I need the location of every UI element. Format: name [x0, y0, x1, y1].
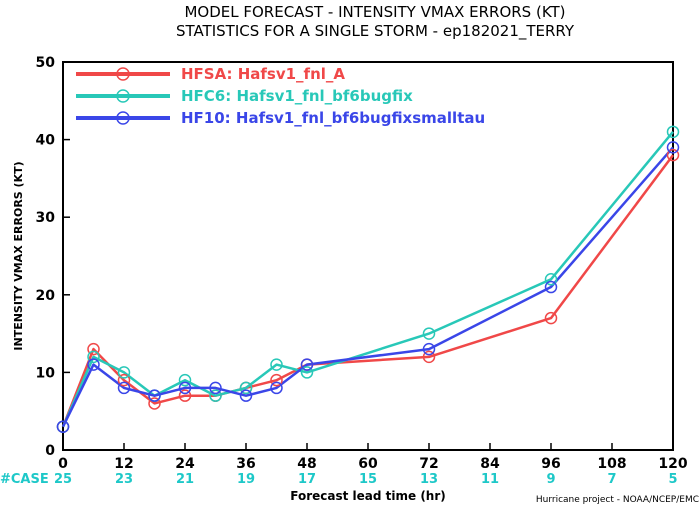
x-tick-label: 24: [175, 456, 195, 472]
x-tick-label: 84: [480, 456, 500, 472]
y-axis-ticks: 0 10 20 30 40 50: [36, 55, 70, 459]
series-1-point: [270, 358, 283, 371]
case-count: 21: [176, 472, 194, 487]
x-tick-label: 120: [658, 456, 687, 472]
case-counts: 25 23 21 19 17 15 13 11 9 7 5: [54, 472, 678, 487]
chart-title-line1: MODEL FORECAST - INTENSITY VMAX ERRORS (…: [184, 3, 565, 21]
series-1-point: [87, 350, 100, 364]
series-0-point: [270, 373, 283, 387]
series-1-point: [117, 366, 131, 379]
series-0-point: [117, 373, 131, 387]
series-1-point: [666, 125, 680, 139]
x-tick-label: 96: [541, 456, 560, 472]
series-1-point: [422, 327, 436, 340]
case-count: 15: [359, 472, 377, 487]
legend-marker-1: [116, 89, 130, 103]
series-0-point: [87, 342, 100, 356]
case-count: 23: [115, 472, 133, 487]
legend-entry-0: HFSA: Hafsv1_fnl_A: [181, 65, 345, 83]
series-2-point: [178, 381, 192, 395]
y-tick-label: 30: [36, 210, 56, 226]
x-tick-label: 108: [597, 456, 626, 472]
y-tick-label: 0: [45, 443, 55, 459]
case-count: 25: [54, 472, 72, 487]
x-tick-label: 12: [114, 456, 133, 472]
case-label: #CASE: [0, 472, 49, 487]
series-2-point: [270, 381, 283, 395]
series-line-2: [61, 146, 674, 428]
y-tick-label: 50: [36, 55, 56, 71]
series-1-point: [209, 389, 222, 402]
x-axis-ticks: 0 12 24 36 48 60 72 84 96 108 120: [58, 443, 688, 472]
case-count: 5: [668, 472, 677, 487]
y-tick-label: 40: [36, 133, 56, 149]
credit-text: Hurricane project - NOAA/NCEP/EMC: [536, 495, 699, 505]
series-2-point: [117, 381, 131, 395]
x-tick-label: 60: [358, 456, 378, 472]
case-count: 19: [237, 472, 255, 487]
case-count: 17: [298, 472, 316, 487]
case-count: 13: [420, 472, 438, 487]
series-0-point: [666, 148, 680, 162]
y-tick-label: 20: [36, 288, 56, 304]
series-1-point: [178, 373, 192, 387]
series-2-point: [56, 420, 70, 433]
legend-entry-1: HFC6: Hafsv1_fnl_bf6bugfix: [181, 87, 413, 105]
x-tick-label: 36: [236, 456, 255, 472]
y-axis-label: INTENSITY VMAX ERRORS (KT): [12, 161, 25, 350]
series-1-point: [300, 366, 314, 379]
x-axis-label: Forecast lead time (hr): [290, 489, 446, 503]
x-tick-label: 0: [58, 456, 68, 472]
legend-marker-2: [116, 111, 130, 125]
series-0-point: [544, 311, 558, 325]
legend-entry-2: HF10: Hafsv1_fnl_bf6bugfixsmalltau: [181, 109, 485, 127]
series-2-point: [239, 389, 253, 402]
x-tick-label: 72: [419, 456, 438, 472]
series-2-point: [666, 141, 680, 154]
legend: HFSA: Hafsv1_fnl_A HFC6: Hafsv1_fnl_bf6bu…: [76, 65, 485, 127]
series-1-point: [239, 381, 253, 395]
series-2-point: [544, 280, 558, 294]
series-2-point: [300, 358, 314, 371]
series-1-point: [544, 273, 558, 286]
case-count: 11: [481, 472, 499, 487]
series-layer: [56, 125, 680, 433]
series-line-0: [61, 154, 675, 428]
series-0-point: [422, 350, 436, 364]
series-0-point: [178, 389, 192, 402]
chart-title-line2: STATISTICS FOR A SINGLE STORM - ep182021…: [176, 22, 575, 41]
x-tick-label: 48: [297, 456, 316, 472]
series-2-point: [422, 342, 436, 356]
legend-marker-0: [116, 67, 130, 81]
y-tick-label: 10: [36, 365, 56, 381]
case-count: 9: [546, 472, 555, 487]
series-2-point: [87, 358, 100, 371]
series-2-point: [148, 389, 161, 402]
series-0-point: [148, 397, 161, 410]
case-count: 7: [607, 472, 616, 487]
series-2-point: [209, 381, 222, 395]
